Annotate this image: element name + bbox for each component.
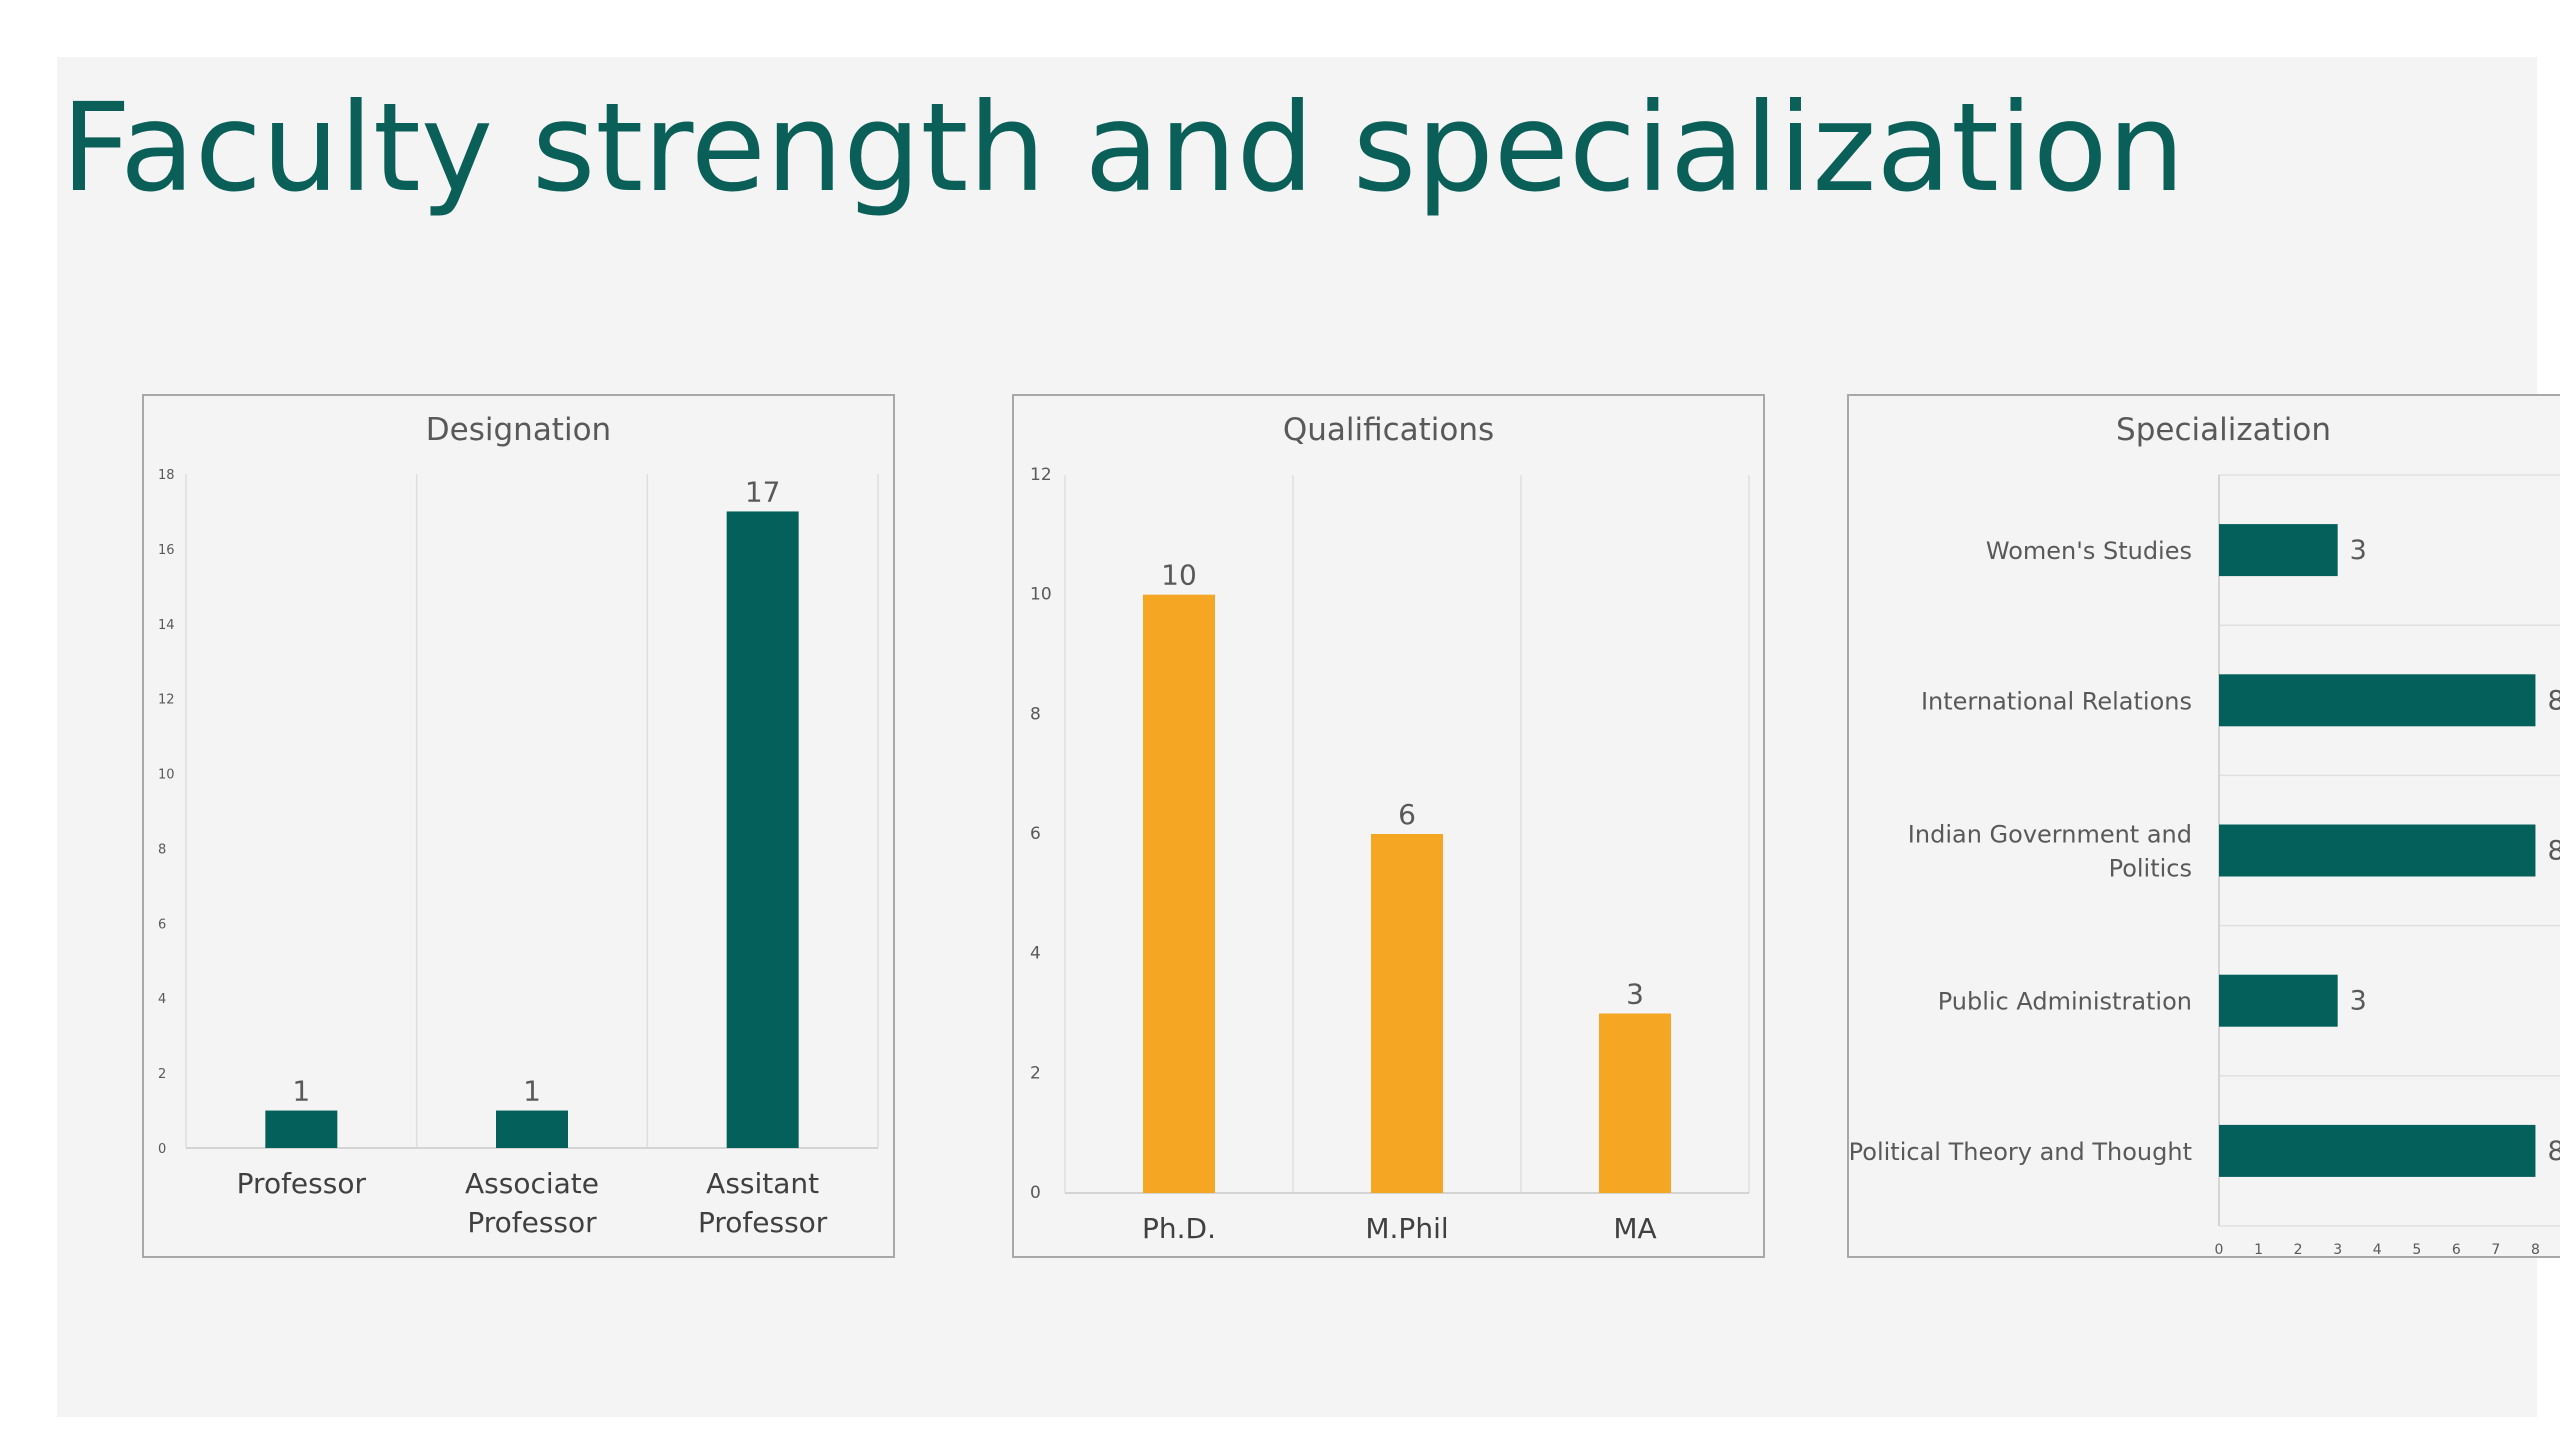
specialization-x-tick-label: 0 <box>2215 1242 2224 1258</box>
qualifications-data-label: 10 <box>1161 559 1197 592</box>
designation-chart: Designation 0 2 4 6 8 10 12 14 16 18 1 Professor 1 As… <box>142 394 895 1258</box>
qualifications-data-label: 3 <box>1626 978 1644 1011</box>
specialization-category-label: Political Theory and Thought <box>1849 1138 2192 1166</box>
specialization-data-label: 8 <box>2547 685 2560 716</box>
designation-bar-professor <box>265 1110 338 1148</box>
specialization-category-label: Indian Government and <box>1908 821 2192 849</box>
qualifications-bar-ph-d <box>1143 594 1215 1193</box>
designation-y-tick-label: 14 <box>158 618 175 633</box>
designation-data-label: 1 <box>292 1075 310 1108</box>
designation-bar-associate-professor <box>496 1110 568 1148</box>
qualifications-y-tick-label: 12 <box>1030 465 1052 485</box>
designation-category-label: Professor <box>698 1206 828 1239</box>
designation-y-tick-label: 6 <box>158 917 166 932</box>
qualifications-category-label: M.Phil <box>1365 1212 1448 1245</box>
specialization-bar-women-s-studies <box>2219 524 2338 577</box>
qualifications-y-tick-label: 2 <box>1030 1063 1041 1083</box>
designation-chart-title: Designation <box>425 412 612 448</box>
designation-y-tick-label: 16 <box>158 543 175 558</box>
specialization-chart-svg: 01234567893Women's Studies8International… <box>1849 474 2560 1258</box>
specialization-x-tick-label: 2 <box>2294 1242 2303 1258</box>
designation-y-tick-label: 4 <box>158 992 166 1007</box>
specialization-category-label: Women's Studies <box>1986 537 2192 565</box>
specialization-x-tick-label: 7 <box>2491 1242 2500 1258</box>
specialization-data-label: 8 <box>2547 1136 2560 1167</box>
qualifications-category-label: MA <box>1613 1212 1656 1245</box>
qualifications-y-tick-label: 0 <box>1030 1183 1041 1203</box>
designation-y-tick-label: 18 <box>158 468 175 483</box>
qualifications-chart-svg: 0 2 4 6 8 10 12 10 Ph.D. 6 M.Phil 3 MA <box>1030 465 1750 1245</box>
designation-bar-assitant-professor <box>726 511 799 1148</box>
qualifications-y-tick-label: 4 <box>1030 944 1041 964</box>
designation-category-label: Professor <box>467 1206 597 1239</box>
qualifications-category-label: Ph.D. <box>1142 1212 1216 1245</box>
specialization-bar-indian-government-and-politics <box>2219 824 2536 877</box>
specialization-bar-public-administration <box>2219 974 2338 1027</box>
specialization-x-tick-label: 1 <box>2254 1242 2263 1258</box>
specialization-x-tick-label: 4 <box>2373 1242 2382 1258</box>
slide: Faculty strength and specialization Desi… <box>57 57 2560 1417</box>
designation-y-tick-label: 8 <box>158 842 166 857</box>
designation-y-tick-label: 2 <box>158 1067 166 1082</box>
designation-y-tick-label: 10 <box>158 768 175 783</box>
qualifications-bar-ma <box>1599 1013 1671 1193</box>
specialization-x-tick-label: 8 <box>2531 1242 2540 1258</box>
qualifications-chart-title: Qualifications <box>1282 412 1495 448</box>
slide-title: Faculty strength and specialization <box>61 77 2185 219</box>
specialization-category-label: International Relations <box>1921 687 2192 715</box>
qualifications-y-tick-label: 10 <box>1030 585 1052 605</box>
specialization-data-label: 3 <box>2350 535 2367 566</box>
specialization-bar-international-relations <box>2219 674 2536 727</box>
specialization-x-tick-label: 3 <box>2333 1242 2342 1258</box>
designation-y-tick-label: 0 <box>158 1142 166 1157</box>
specialization-category-label: Public Administration <box>1938 988 2192 1016</box>
qualifications-data-label: 6 <box>1398 798 1416 831</box>
qualifications-y-tick-label: 8 <box>1030 704 1041 724</box>
specialization-x-tick-label: 5 <box>2412 1242 2421 1258</box>
qualifications-y-tick-label: 6 <box>1030 824 1041 844</box>
specialization-category-label: Politics <box>2109 855 2192 883</box>
qualifications-bar-m-phil <box>1371 834 1443 1193</box>
designation-data-label: 1 <box>523 1075 541 1108</box>
designation-category-label: Assitant <box>706 1167 819 1200</box>
designation-chart-svg: 0 2 4 6 8 10 12 14 16 18 1 Professor 1 Associate Profe… <box>158 468 879 1239</box>
designation-category-label: Associate <box>465 1167 599 1200</box>
specialization-data-label: 3 <box>2350 986 2367 1017</box>
designation-y-tick-label: 12 <box>158 693 175 708</box>
designation-data-label: 17 <box>745 475 781 508</box>
specialization-x-tick-label: 6 <box>2452 1242 2461 1258</box>
designation-category-label: Professor <box>237 1167 367 1200</box>
specialization-chart: Specialization 01234567893Women's Studie… <box>1847 394 2560 1258</box>
qualifications-chart: Qualifications 0 2 4 6 8 10 12 10 Ph.D. 6 M.Phil 3 M… <box>1012 394 1765 1258</box>
specialization-data-label: 8 <box>2547 836 2560 867</box>
specialization-chart-title: Specialization <box>2116 412 2331 448</box>
specialization-bar-political-theory-and-thought <box>2219 1124 2536 1177</box>
